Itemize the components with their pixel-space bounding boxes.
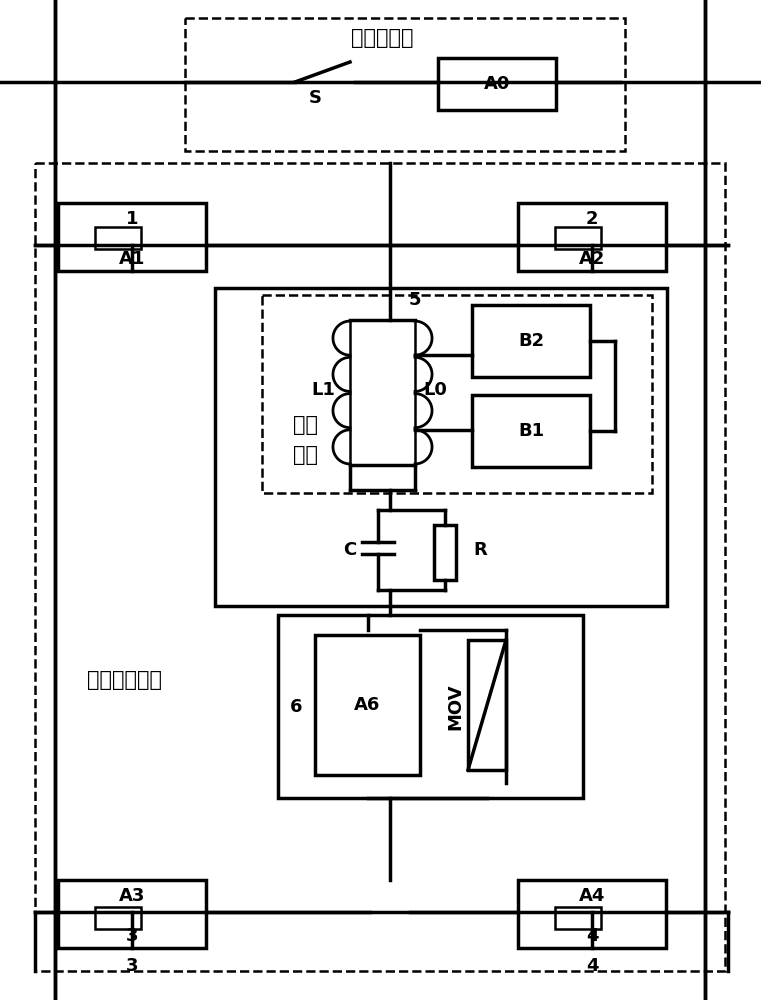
Text: A6: A6: [355, 696, 380, 714]
Text: 4: 4: [586, 957, 598, 975]
Bar: [95, 227, 141, 249]
Bar: [472, 305, 590, 377]
Text: 转移电流电路: 转移电流电路: [88, 670, 163, 690]
Text: B2: B2: [518, 332, 544, 350]
Text: 1: 1: [126, 210, 139, 228]
Bar: [215, 288, 667, 606]
Text: L0: L0: [423, 381, 447, 399]
Bar: [518, 203, 666, 271]
Text: 3: 3: [126, 957, 139, 975]
Text: C: C: [343, 541, 357, 559]
Text: 3: 3: [126, 927, 139, 945]
Text: 主电流电路: 主电流电路: [351, 28, 413, 48]
Text: 2: 2: [586, 210, 598, 228]
Text: 模块: 模块: [292, 445, 317, 465]
Bar: [35, 163, 725, 971]
Bar: [95, 907, 141, 929]
Text: S: S: [308, 89, 321, 107]
Bar: [278, 615, 583, 798]
Bar: [315, 635, 420, 775]
Bar: [185, 18, 625, 151]
Bar: [555, 227, 601, 249]
Text: MOV: MOV: [446, 683, 464, 730]
Bar: [58, 203, 206, 271]
Text: 感应: 感应: [292, 415, 317, 435]
Text: R: R: [473, 541, 487, 559]
Text: A1: A1: [119, 250, 145, 268]
Text: A4: A4: [579, 887, 605, 905]
Text: A3: A3: [119, 887, 145, 905]
Bar: [472, 395, 590, 467]
Text: L1: L1: [311, 381, 335, 399]
Text: 6: 6: [290, 698, 302, 716]
Text: A2: A2: [579, 250, 605, 268]
Bar: [518, 880, 666, 948]
Bar: [438, 58, 556, 110]
Bar: [434, 525, 456, 580]
Bar: [555, 907, 601, 929]
Bar: [468, 640, 506, 770]
Bar: [58, 880, 206, 948]
Text: 4: 4: [586, 927, 598, 945]
Text: B1: B1: [518, 422, 544, 440]
Text: A0: A0: [484, 75, 510, 93]
Text: 5: 5: [409, 291, 422, 309]
Bar: [262, 295, 652, 493]
